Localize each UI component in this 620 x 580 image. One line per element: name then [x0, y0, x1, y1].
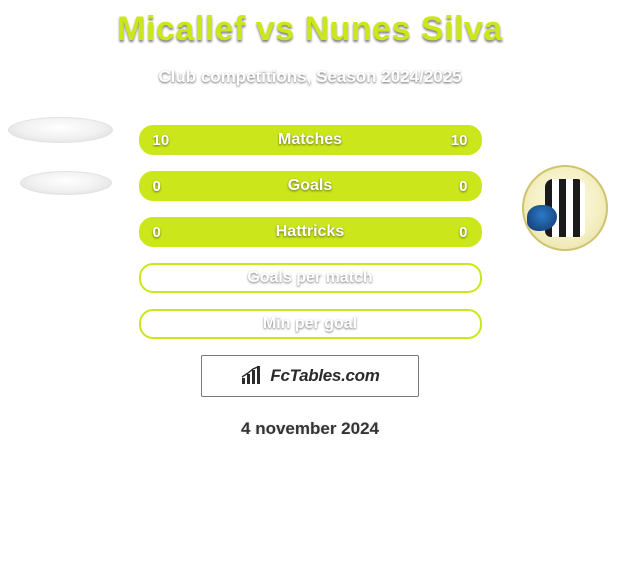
crest-shape-icon: [20, 171, 112, 195]
stat-label: Matches: [141, 131, 480, 149]
stat-row-hattricks: 0 Hattricks 0: [139, 217, 482, 247]
stat-left-value: 10: [153, 132, 170, 149]
stat-right-value: 10: [451, 132, 468, 149]
brand-label: FcTables.com: [270, 366, 379, 386]
stat-label: Min per goal: [141, 315, 480, 333]
right-club-crest: [522, 165, 608, 251]
stat-label: Goals per match: [141, 269, 480, 287]
stat-rows: 10 Matches 10 0 Goals 0 0 Hattricks 0 Go…: [139, 125, 482, 339]
left-club-crest: [8, 117, 113, 201]
crest-shape-icon: [8, 117, 113, 143]
stat-left-value: 0: [153, 178, 161, 195]
date-line: 4 november 2024: [0, 419, 620, 439]
stat-right-value: 0: [459, 178, 467, 195]
page-title: Micallef vs Nunes Silva: [0, 0, 620, 49]
bar-chart-icon: [240, 366, 264, 386]
stat-right-value: 0: [459, 224, 467, 241]
stat-row-min-per-goal: Min per goal: [139, 309, 482, 339]
stat-row-goals: 0 Goals 0: [139, 171, 482, 201]
badge-circle-icon: [522, 165, 608, 251]
badge-shield-icon: [545, 179, 585, 237]
brand-box[interactable]: FcTables.com: [201, 355, 419, 397]
stat-label: Hattricks: [141, 223, 480, 241]
stat-left-value: 0: [153, 224, 161, 241]
stat-label: Goals: [141, 177, 480, 195]
subtitle: Club competitions, Season 2024/2025: [0, 67, 620, 87]
stats-area: 10 Matches 10 0 Goals 0 0 Hattricks 0 Go…: [0, 125, 620, 439]
stat-row-goals-per-match: Goals per match: [139, 263, 482, 293]
stat-row-matches: 10 Matches 10: [139, 125, 482, 155]
